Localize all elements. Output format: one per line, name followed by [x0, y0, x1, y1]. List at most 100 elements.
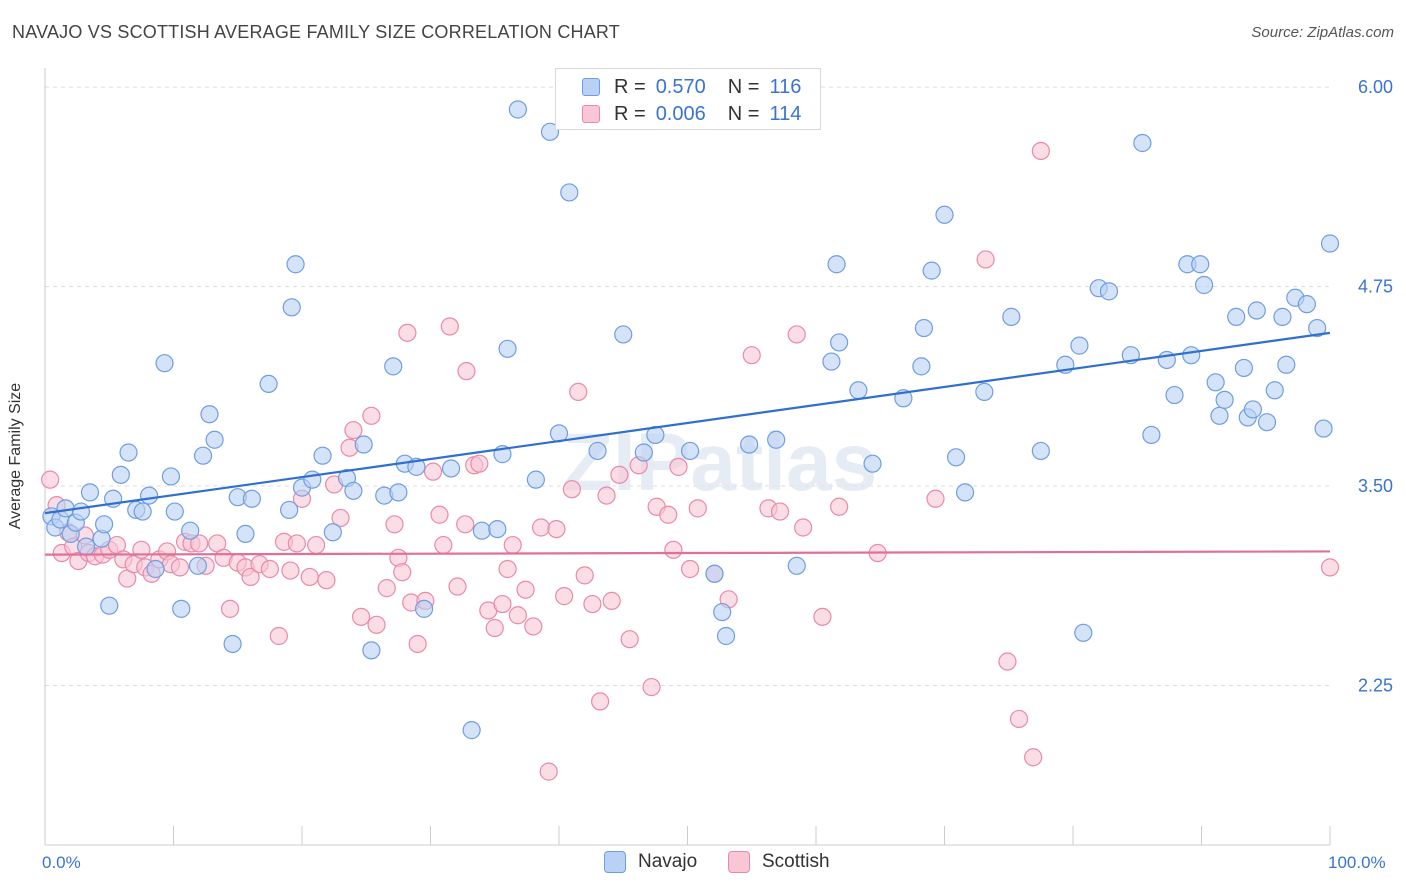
- scottish-point: [430, 505, 449, 524]
- scottish-point: [508, 606, 527, 625]
- scottish-point: [434, 535, 453, 555]
- legend-row-scottish: R = 0.006 N = 114: [556, 101, 801, 127]
- scottish-point: [41, 470, 60, 489]
- scottish-point: [524, 617, 543, 636]
- scottish-point: [362, 406, 381, 425]
- navajo-point: [935, 205, 954, 224]
- scottish-point: [742, 346, 761, 365]
- navajo-point: [488, 519, 507, 539]
- navajo-point: [827, 255, 846, 274]
- legend-r-value: 0.006: [655, 102, 706, 125]
- navajo-point: [975, 382, 994, 401]
- scottish-regression-line: [44, 550, 1331, 556]
- legend-item-navajo[interactable]: Navajo: [604, 851, 697, 873]
- navajo-point: [205, 430, 224, 449]
- scottish-point: [377, 579, 396, 598]
- navajo-point: [634, 443, 653, 462]
- navajo-point: [1257, 413, 1277, 432]
- navajo-point: [1074, 623, 1093, 642]
- navajo-point: [119, 443, 138, 462]
- scottish-point: [575, 566, 594, 585]
- scottish-point: [926, 489, 945, 508]
- scottish-point: [398, 323, 417, 342]
- navajo-point: [787, 556, 806, 575]
- navajo-point: [1227, 307, 1246, 326]
- source-prefix: Source:: [1251, 24, 1308, 41]
- scottish-points: [41, 141, 1340, 781]
- y-tick-labels: 2.25 3.50 4.75 6.00: [1358, 77, 1393, 695]
- navajo-point: [95, 515, 114, 534]
- gridlines: [45, 86, 1330, 686]
- chart-title: NAVAJO VS SCOTTISH AVERAGE FAMILY SIZE C…: [12, 22, 620, 42]
- scottish-point: [503, 535, 522, 555]
- navajo-point: [223, 634, 242, 654]
- scottish-point: [220, 599, 240, 618]
- navajo-point: [912, 357, 931, 376]
- scottish-point: [344, 421, 363, 440]
- regression-lines: [44, 331, 1331, 556]
- scottish-point: [423, 462, 443, 481]
- navajo-point: [705, 564, 724, 583]
- y-tick-label: 4.75: [1358, 277, 1393, 297]
- scottish-point: [547, 519, 566, 539]
- navajo-point: [1265, 381, 1284, 400]
- source-name: ZipAtlas.com: [1307, 24, 1394, 41]
- scottish-point: [331, 508, 350, 528]
- scottish-point: [1320, 558, 1340, 577]
- scottish-point: [287, 534, 306, 553]
- y-axis-label: Average Family Size: [7, 382, 24, 530]
- legend-n-value: 114: [769, 102, 802, 125]
- scottish-point: [976, 250, 995, 269]
- x-tick-label-max: 100.0%: [1328, 853, 1386, 872]
- navajo-point: [1002, 307, 1021, 326]
- scottish-point: [680, 559, 700, 579]
- legend-item-scottish[interactable]: Scottish: [728, 851, 830, 873]
- navajo-point: [1210, 406, 1229, 425]
- legend-n-label: N =: [727, 102, 760, 125]
- scottish-point: [241, 567, 260, 587]
- navajo-point: [1308, 318, 1327, 338]
- navajo-legend-swatch: [604, 851, 626, 873]
- navajo-point: [922, 261, 941, 280]
- scottish-point: [485, 618, 504, 638]
- source-credit: Source: ZipAtlas.com: [1251, 24, 1394, 41]
- legend-label-navajo: Navajo: [638, 851, 698, 872]
- navajo-point: [830, 333, 849, 352]
- scottish-point: [470, 454, 489, 473]
- scottish-point: [307, 535, 326, 555]
- scottish-point: [583, 594, 602, 614]
- scottish-point: [610, 465, 629, 484]
- navajo-point: [1215, 390, 1234, 409]
- scottish-point: [440, 317, 459, 336]
- scottish-point: [770, 502, 790, 521]
- scottish-point: [190, 534, 209, 553]
- navajo-point: [1191, 255, 1210, 274]
- navajo-point: [1165, 385, 1184, 405]
- scottish-point: [688, 499, 707, 518]
- legend-n-value: 116: [769, 75, 802, 98]
- navajo-point: [588, 441, 607, 461]
- scottish-point: [170, 558, 190, 577]
- scottish-point: [300, 567, 319, 587]
- navajo-point: [354, 435, 373, 454]
- axes: [44, 68, 1331, 846]
- navajo-point: [560, 183, 579, 202]
- navajo-point: [498, 339, 517, 358]
- navajo-point: [111, 465, 130, 484]
- navajo-point: [462, 721, 481, 740]
- navajo-point: [146, 559, 165, 579]
- navajo-point: [1314, 419, 1333, 438]
- navajo-point: [946, 448, 966, 467]
- navajo-point: [236, 524, 255, 543]
- navajo-point: [193, 446, 213, 465]
- navajo-point: [389, 483, 408, 502]
- navajo-point: [1277, 355, 1296, 374]
- y-tick-label: 6.00: [1358, 77, 1393, 97]
- scottish-point: [539, 762, 558, 781]
- navajo-point: [280, 500, 299, 520]
- scottish-legend-swatch: [728, 851, 750, 873]
- scottish-point: [352, 607, 371, 626]
- scottish-point: [260, 559, 279, 579]
- navajo-point: [540, 122, 560, 141]
- scottish-point: [456, 515, 475, 534]
